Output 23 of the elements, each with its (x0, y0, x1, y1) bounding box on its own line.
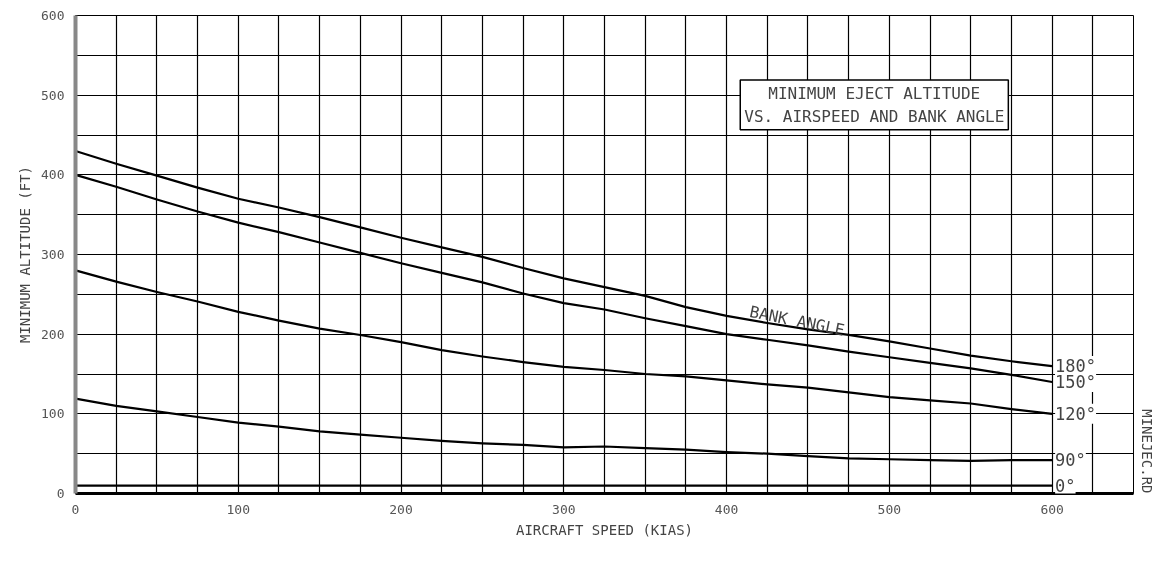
y-tick-label: 0 (56, 486, 65, 501)
x-axis-title: AIRCRAFT SPEED (KIAS) (516, 521, 694, 538)
y-tick-label: 400 (41, 167, 65, 183)
series-label: 150° (1055, 371, 1097, 392)
x-tick-label: 100 (226, 501, 251, 517)
series-label: 120° (1055, 403, 1097, 424)
y-tick-label: 300 (41, 247, 65, 262)
x-tick-label: 600 (1040, 501, 1064, 517)
series-label: 0° (1055, 475, 1076, 496)
text: MINIMUM EJECT ALTITUDE VS. AIRSPEED AND BANK ANGLE (744, 84, 1005, 126)
y-tick-label: 600 (41, 8, 65, 23)
x-tick-label: 0 (71, 501, 80, 517)
x-tick-label: 300 (552, 501, 576, 517)
y-tick-label: 200 (41, 326, 65, 342)
x-tick-label: 200 (389, 501, 413, 517)
annotation: BANK ANGLE (747, 301, 847, 340)
y-tick-label: 100 (41, 406, 65, 422)
text: MINEJEC.RD (1138, 409, 1155, 494)
x-tick-label: 400 (714, 501, 739, 517)
x-tick-label: 500 (877, 501, 902, 517)
series-label: 90° (1055, 450, 1086, 471)
y-axis-title: MINIMUM ALTITUDE (FT) (17, 165, 34, 343)
y-tick-label: 500 (41, 87, 65, 103)
